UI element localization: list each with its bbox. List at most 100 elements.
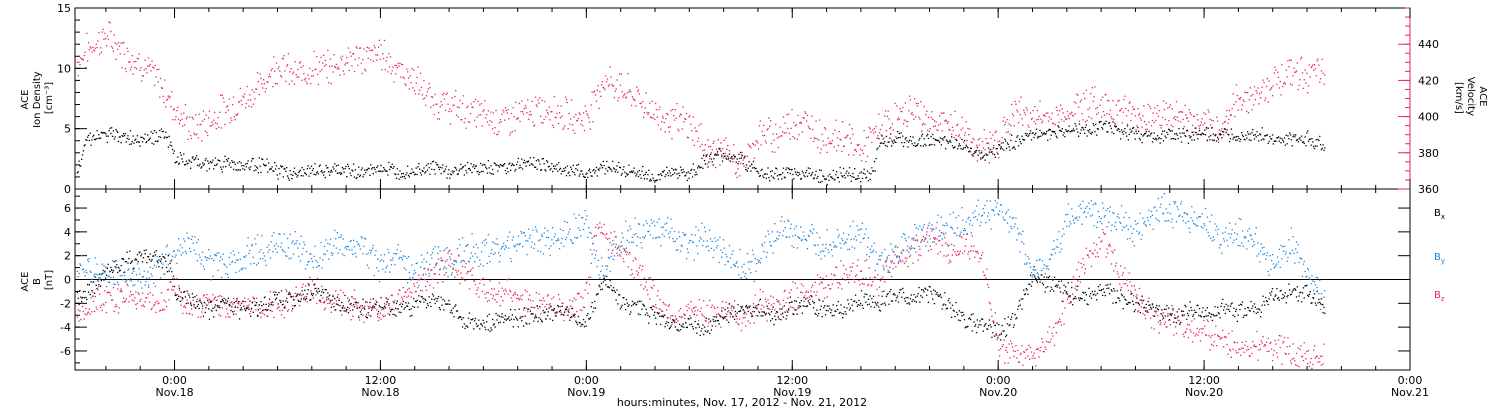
density-series-point [1292, 135, 1294, 138]
velocity-series-point [394, 64, 396, 66]
density-series-point [949, 139, 951, 142]
by-series-point [1026, 262, 1028, 264]
by-series-point [214, 254, 216, 256]
density-series-point [863, 168, 865, 170]
velocity-series-point [527, 99, 529, 101]
bz-series-point [344, 307, 346, 309]
velocity-series-point [615, 88, 617, 90]
density-series-point [223, 160, 225, 163]
by-series-point [554, 233, 556, 235]
density-series-point [956, 139, 958, 142]
density-series-point [294, 172, 296, 174]
bz-series-point [163, 299, 165, 302]
bz-series-point [319, 300, 321, 303]
density-series-point [466, 172, 468, 174]
velocity-series-point [846, 135, 848, 137]
by-series-point [975, 216, 977, 218]
density-series-point [917, 143, 919, 145]
velocity-series-point [737, 168, 739, 170]
by-series-point [335, 238, 337, 240]
top-panel-data [76, 21, 1326, 186]
velocity-series-point [1237, 109, 1239, 111]
velocity-series-point [357, 64, 359, 66]
by-series-point [1242, 245, 1244, 247]
by-series-point [348, 249, 350, 251]
density-series-point [981, 157, 984, 159]
density-series-point [265, 164, 267, 166]
by-series-point [1028, 258, 1030, 260]
velocity-series-point [1318, 64, 1320, 66]
density-series-point [938, 140, 940, 142]
density-series-point [761, 168, 763, 170]
density-series-point [861, 177, 864, 180]
density-series-point [196, 164, 199, 166]
velocity-series-point [741, 151, 743, 154]
velocity-series-point [396, 66, 398, 69]
density-series-point [890, 145, 893, 147]
density-series-point [1301, 141, 1304, 143]
velocity-series-point [1298, 84, 1300, 86]
density-series-point [931, 143, 933, 146]
bz-series-point [112, 287, 115, 289]
density-series-point [365, 171, 367, 174]
by-series-point [937, 214, 939, 216]
velocity-series-point [141, 75, 144, 77]
velocity-series-point [883, 137, 885, 139]
density-series-point [1013, 146, 1015, 148]
velocity-series-point [1156, 112, 1158, 115]
by-series-point [899, 258, 901, 260]
by-series-point [675, 249, 677, 251]
velocity-series-point [1154, 107, 1156, 109]
velocity-series-point [805, 112, 807, 114]
velocity-series-point [931, 111, 933, 113]
velocity-series-point [920, 101, 922, 103]
by-series-point [1089, 208, 1091, 210]
by-series-point [690, 240, 692, 242]
by-series-point [839, 242, 841, 244]
by-series-point [884, 248, 886, 251]
velocity-series-point [159, 77, 162, 80]
density-series-point [392, 167, 394, 169]
by-series-point [953, 232, 955, 234]
bz-series-point [135, 308, 138, 310]
velocity-series-point [1319, 78, 1322, 80]
density-series-point [400, 176, 402, 178]
velocity-series-point [663, 121, 665, 124]
bz-series-point [137, 292, 139, 294]
velocity-series-point [842, 145, 845, 147]
by-series-point [201, 259, 203, 261]
by-series-point [256, 234, 259, 236]
velocity-series-point [123, 53, 126, 56]
by-series-point [886, 256, 888, 258]
by-series-point [1301, 275, 1304, 277]
velocity-series-point [699, 145, 701, 148]
bz-series-point [229, 316, 231, 318]
by-series-point [791, 245, 793, 247]
bz-series-point [321, 285, 323, 288]
by-series-point [1313, 289, 1315, 292]
by-series-point [324, 253, 326, 255]
density-series-point [1173, 138, 1175, 140]
density-series-point [1266, 134, 1268, 136]
density-series-point [735, 161, 737, 163]
by-series-point [1222, 232, 1224, 234]
bz-series-point [205, 297, 207, 299]
by-series-point [1012, 216, 1015, 219]
density-series-point [534, 166, 537, 168]
by-series-point [403, 267, 405, 269]
velocity-series-point [593, 91, 595, 93]
by-series-point [410, 279, 412, 281]
bz-series-point [226, 313, 229, 315]
density-series-point [256, 167, 259, 169]
density-series-point [304, 172, 307, 175]
by-series-point [967, 218, 969, 220]
by-series-point [691, 234, 693, 236]
velocity-series-point [1236, 94, 1238, 97]
density-series-point [98, 134, 100, 136]
by-series-point [776, 231, 779, 233]
density-series-point [872, 170, 874, 172]
velocity-series-point [979, 137, 981, 140]
density-series-point [178, 162, 181, 164]
by-series-point [82, 268, 84, 270]
density-series-point [437, 166, 440, 168]
